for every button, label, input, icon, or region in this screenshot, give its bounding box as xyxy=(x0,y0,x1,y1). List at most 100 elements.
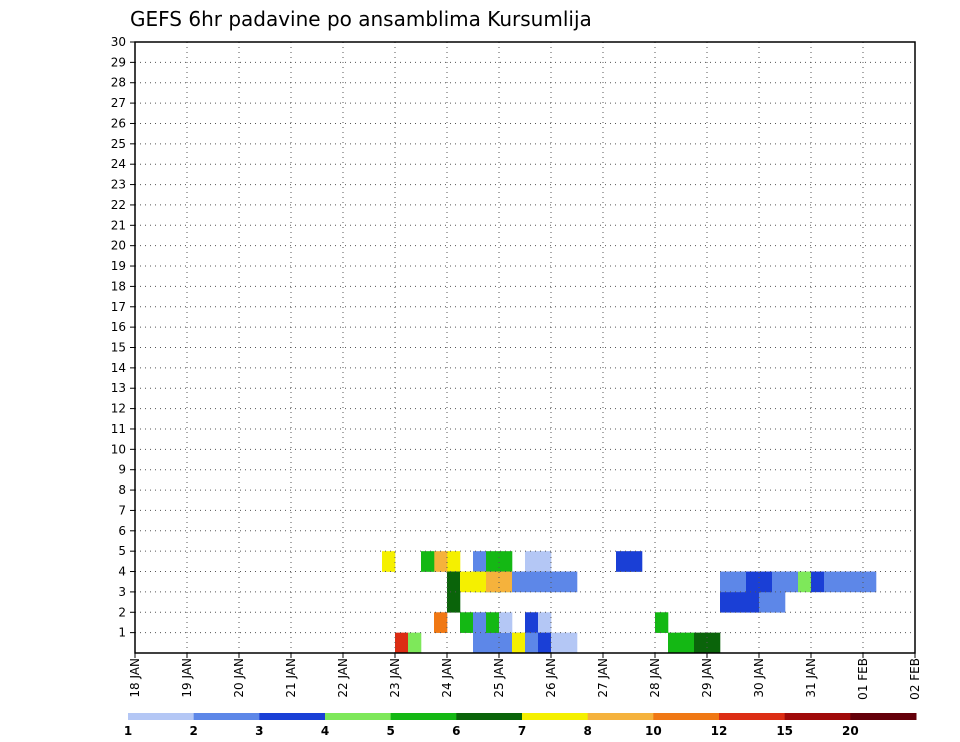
heatmap-cell xyxy=(733,591,747,613)
heatmap-cell xyxy=(395,632,409,654)
heatmap-cell xyxy=(746,591,760,613)
x-tick-label: 22 JAN xyxy=(336,658,350,698)
heatmap-cell xyxy=(499,632,513,654)
y-tick-label: 27 xyxy=(111,96,126,110)
heatmap-cells xyxy=(382,551,877,654)
heatmap-cell xyxy=(499,612,513,633)
heatmap-cell xyxy=(382,551,396,572)
heatmap-cell xyxy=(473,551,487,572)
colorbar-label: 6 xyxy=(452,724,460,738)
heatmap-cell xyxy=(772,591,786,613)
colorbar: 1 2 3 4 5 6 7 8 10 12 15 20 xyxy=(124,713,917,738)
heatmap-cell xyxy=(681,632,695,654)
heatmap-cell xyxy=(512,632,526,654)
colorbar-label: 20 xyxy=(842,724,859,738)
y-tick-label: 23 xyxy=(111,178,126,192)
heatmap-cell xyxy=(811,571,825,593)
heatmap-cell xyxy=(486,612,500,633)
y-tick-label: 25 xyxy=(111,137,126,151)
heatmap-cell xyxy=(629,551,643,572)
heatmap-cell xyxy=(746,571,760,593)
y-tick-label: 6 xyxy=(118,524,126,538)
colorbar-label: 12 xyxy=(711,724,728,738)
y-tick-label: 18 xyxy=(111,279,126,293)
heatmap-cell xyxy=(408,632,422,654)
heatmap-cell xyxy=(694,632,708,654)
x-tick-label: 01 FEB xyxy=(856,658,870,700)
heatmap-cell xyxy=(512,571,526,593)
y-tick-label: 10 xyxy=(111,442,126,456)
heatmap-cell xyxy=(564,571,578,593)
y-tick-labels: 1234567891011121314151617181920212223242… xyxy=(111,35,126,640)
colorbar-segment xyxy=(522,713,589,720)
colorbar-segment xyxy=(325,713,392,720)
heatmap-cell xyxy=(499,571,513,593)
heatmap-cell xyxy=(707,632,721,654)
heatmap-cell xyxy=(720,591,734,613)
x-tick-label: 20 JAN xyxy=(232,658,246,698)
x-tick-label: 31 JAN xyxy=(804,658,818,698)
colorbar-segment xyxy=(456,713,523,720)
y-tick-label: 15 xyxy=(111,341,126,355)
heatmap-cell xyxy=(850,571,864,593)
x-tick-label: 27 JAN xyxy=(596,658,610,698)
colorbar-segment xyxy=(193,713,260,720)
colorbar-label: 15 xyxy=(776,724,793,738)
heatmap-cell xyxy=(499,551,513,572)
x-tick-label: 24 JAN xyxy=(440,658,454,698)
heatmap-cell xyxy=(616,551,630,572)
y-tick-label: 1 xyxy=(118,626,126,640)
heatmap-cell xyxy=(759,571,773,593)
colorbar-label: 1 xyxy=(124,724,132,738)
heatmap-cell xyxy=(460,612,474,633)
heatmap-cell xyxy=(421,551,435,572)
heatmap-cell xyxy=(772,571,786,593)
y-tick-label: 4 xyxy=(118,565,126,579)
y-tick-label: 13 xyxy=(111,381,126,395)
heatmap-cell xyxy=(486,571,500,593)
colorbar-label: 7 xyxy=(518,724,526,738)
heatmap-cell xyxy=(551,632,565,654)
colorbar-label: 8 xyxy=(583,724,591,738)
x-tick-label: 23 JAN xyxy=(388,658,402,698)
heatmap-cell xyxy=(798,571,812,593)
y-tick-label: 7 xyxy=(118,503,126,517)
heatmap-cell xyxy=(837,571,851,593)
colorbar-label: 10 xyxy=(645,724,662,738)
heatmap-cell xyxy=(551,571,565,593)
colorbar-segment xyxy=(653,713,720,720)
colorbar-label: 4 xyxy=(321,724,329,738)
heatmap-cell xyxy=(525,632,539,654)
grid-lines xyxy=(135,42,916,653)
x-tick-label: 25 JAN xyxy=(492,658,506,698)
y-tick-label: 14 xyxy=(111,361,126,375)
x-tick-label: 29 JAN xyxy=(700,658,714,698)
x-tick-label: 02 FEB xyxy=(908,658,922,700)
colorbar-segment xyxy=(587,713,654,720)
x-tick-label: 28 JAN xyxy=(648,658,662,698)
y-tick-label: 22 xyxy=(111,198,126,212)
y-tick-label: 17 xyxy=(111,300,126,314)
x-tick-label: 21 JAN xyxy=(284,658,298,698)
y-tick-label: 20 xyxy=(111,239,126,253)
heatmap-cell xyxy=(668,632,682,654)
heatmap-cell xyxy=(759,591,773,613)
heatmap-cell xyxy=(447,571,461,593)
heatmap-cell xyxy=(473,632,487,654)
y-tick-label: 5 xyxy=(118,544,126,558)
colorbar-segment xyxy=(719,713,786,720)
y-tick-label: 9 xyxy=(118,463,126,477)
heatmap-cell xyxy=(525,612,539,633)
x-tick-label: 18 JAN xyxy=(128,658,142,698)
colorbar-segment xyxy=(128,713,195,720)
colorbar-segment xyxy=(784,713,851,720)
heatmap-cell xyxy=(486,632,500,654)
heatmap-cell xyxy=(538,632,552,654)
y-tick-label: 29 xyxy=(111,55,126,69)
colorbar-segment xyxy=(850,713,917,720)
colorbar-label: 5 xyxy=(386,724,394,738)
heatmap-cell xyxy=(434,612,448,633)
heatmap-cell xyxy=(785,571,799,593)
heatmap-cell xyxy=(538,612,552,633)
